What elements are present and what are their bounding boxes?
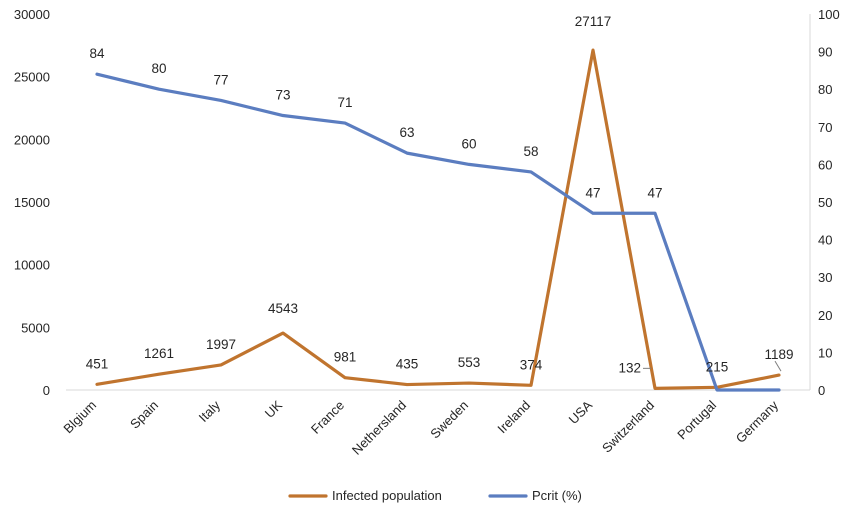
data-label: 215 xyxy=(706,359,729,374)
right-axis-tick-label: 30 xyxy=(818,270,832,285)
series-line-pcrit xyxy=(95,72,781,392)
category-label: Sweden xyxy=(427,398,471,442)
category-label: Portugal xyxy=(674,397,719,442)
category-label: Ireland xyxy=(494,398,533,437)
data-label: 84 xyxy=(89,46,105,61)
data-label: 63 xyxy=(399,125,414,140)
category-label: Nethersland xyxy=(349,398,409,458)
left-axis-tick-label: 0 xyxy=(43,383,50,398)
data-label-leader xyxy=(774,360,782,372)
category-label: Switzerland xyxy=(599,398,657,456)
data-label: 374 xyxy=(520,357,543,372)
category-label: Blgium xyxy=(60,398,99,437)
data-label: 73 xyxy=(275,88,290,103)
right-axis-tick-label: 90 xyxy=(818,45,832,60)
right-axis-tick-label: 20 xyxy=(818,308,832,323)
series-line-infected xyxy=(95,48,781,390)
left-axis-tick-label: 15000 xyxy=(14,195,50,210)
data-label: 451 xyxy=(86,356,109,371)
right-axis-tick-label: 40 xyxy=(818,233,832,248)
series-lines xyxy=(95,48,781,392)
data-label: 1261 xyxy=(144,346,174,361)
right-axis-tick-label: 80 xyxy=(818,82,832,97)
data-label: 60 xyxy=(461,136,476,151)
data-label: 77 xyxy=(213,72,228,87)
right-axis-tick-label: 0 xyxy=(818,383,825,398)
right-axis-tick-label: 10 xyxy=(818,345,832,360)
data-label: 1189 xyxy=(764,347,793,362)
right-axis-tick-label: 70 xyxy=(818,120,832,135)
category-label: UK xyxy=(262,397,286,421)
legend-entry: Infected population xyxy=(332,488,442,503)
legend: Infected population Pcrit (%) xyxy=(288,488,582,503)
category-label: France xyxy=(308,398,347,437)
right-axis-tick-label: 100 xyxy=(818,7,840,22)
left-axis-tick-label: 20000 xyxy=(14,132,50,147)
data-label: 71 xyxy=(337,95,352,110)
left-axis-tick-label: 5000 xyxy=(21,320,50,335)
right-axis-tick-label: 50 xyxy=(818,195,832,210)
data-label: 435 xyxy=(396,357,419,372)
category-label: USA xyxy=(566,397,596,427)
category-label: Spain xyxy=(127,398,161,432)
data-label: 1997 xyxy=(206,337,236,352)
data-labels: 451 1261 1997 4543 981 435 553 374 27117 132 215 11… xyxy=(86,14,794,375)
data-label: 981 xyxy=(334,350,357,365)
data-label: 58 xyxy=(523,144,538,159)
legend-entry: Pcrit (%) xyxy=(532,488,582,503)
category-label: Italy xyxy=(196,397,224,425)
category-label: Germany xyxy=(733,397,782,446)
data-label: 27117 xyxy=(575,14,612,29)
left-axis-tick-label: 10000 xyxy=(14,258,50,273)
left-axis-tick-label: 30000 xyxy=(14,7,50,22)
left-axis-tick-label: 25000 xyxy=(14,70,50,85)
data-label: 80 xyxy=(151,61,166,76)
data-label: 553 xyxy=(458,355,481,370)
data-label: 132 xyxy=(618,360,641,375)
data-label: 4543 xyxy=(268,301,298,316)
data-label: 47 xyxy=(585,185,600,200)
right-axis-tick-label: 60 xyxy=(818,157,832,172)
data-label: 47 xyxy=(647,185,662,200)
